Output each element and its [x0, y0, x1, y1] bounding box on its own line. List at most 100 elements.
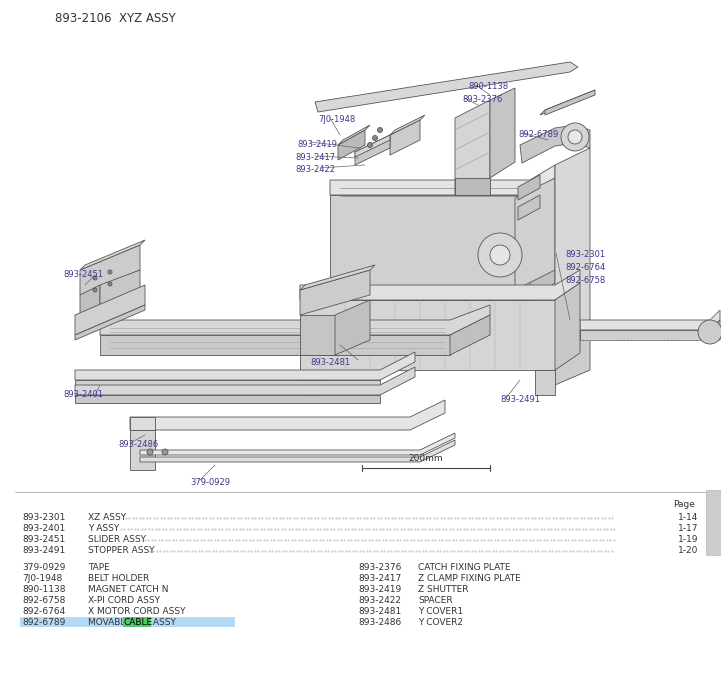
- Text: BELT HOLDER: BELT HOLDER: [88, 574, 149, 583]
- Text: 1-17: 1-17: [678, 524, 698, 533]
- Polygon shape: [520, 125, 590, 163]
- Text: 892-6789: 892-6789: [518, 130, 558, 139]
- Text: 893-2417: 893-2417: [295, 153, 335, 162]
- Text: CATCH FIXING PLATE: CATCH FIXING PLATE: [418, 563, 510, 572]
- Text: Y COVER1: Y COVER1: [418, 607, 463, 616]
- Polygon shape: [580, 330, 710, 340]
- Circle shape: [93, 288, 97, 292]
- Polygon shape: [130, 430, 155, 470]
- Text: 893-2401: 893-2401: [22, 524, 65, 533]
- Circle shape: [108, 270, 112, 274]
- Text: 893-2301: 893-2301: [22, 513, 66, 522]
- Text: TAPE: TAPE: [88, 563, 110, 572]
- Polygon shape: [100, 305, 490, 335]
- Polygon shape: [100, 335, 450, 355]
- Polygon shape: [545, 90, 595, 115]
- Circle shape: [147, 449, 153, 455]
- Text: SLIDER ASSY: SLIDER ASSY: [88, 535, 146, 544]
- Text: CABLE: CABLE: [124, 618, 153, 627]
- Text: 893-2417: 893-2417: [358, 574, 402, 583]
- Text: 893-2376: 893-2376: [358, 563, 402, 572]
- Polygon shape: [80, 240, 145, 270]
- Polygon shape: [338, 125, 370, 145]
- Polygon shape: [710, 320, 720, 340]
- Bar: [123, 617, 151, 627]
- Circle shape: [108, 282, 112, 286]
- Polygon shape: [140, 440, 455, 462]
- Text: 1-14: 1-14: [678, 513, 698, 522]
- Polygon shape: [75, 285, 145, 335]
- Text: 893-2301: 893-2301: [565, 250, 605, 259]
- Polygon shape: [490, 88, 515, 178]
- Text: Page: Page: [673, 500, 695, 509]
- Polygon shape: [300, 270, 370, 315]
- Text: Z CLAMP FIXING PLATE: Z CLAMP FIXING PLATE: [418, 574, 521, 583]
- Text: 893-2422: 893-2422: [295, 165, 335, 174]
- Polygon shape: [555, 283, 580, 370]
- Text: MAGNET CATCH N: MAGNET CATCH N: [88, 585, 169, 594]
- Text: 893-2481: 893-2481: [310, 358, 350, 367]
- Polygon shape: [450, 315, 490, 355]
- Text: STOPPER ASSY: STOPPER ASSY: [88, 546, 154, 555]
- Text: ASSY: ASSY: [150, 618, 176, 627]
- Text: Y ASSY: Y ASSY: [88, 524, 119, 533]
- Polygon shape: [80, 285, 100, 330]
- Polygon shape: [555, 148, 590, 335]
- Circle shape: [478, 233, 522, 277]
- Text: XZ ASSY: XZ ASSY: [88, 513, 126, 522]
- Text: 892-6764: 892-6764: [565, 263, 605, 272]
- Text: 893-2376: 893-2376: [462, 95, 503, 104]
- Polygon shape: [75, 367, 415, 395]
- Text: 893-2491: 893-2491: [22, 546, 65, 555]
- Polygon shape: [335, 300, 370, 355]
- Bar: [20, 617, 235, 627]
- Polygon shape: [455, 100, 490, 195]
- Text: 379-0929: 379-0929: [190, 478, 230, 487]
- Text: 893-2451: 893-2451: [63, 270, 103, 279]
- Circle shape: [698, 320, 721, 344]
- Polygon shape: [130, 417, 155, 430]
- Text: 893-2486: 893-2486: [118, 440, 158, 449]
- Text: 890-1138: 890-1138: [468, 82, 508, 91]
- Polygon shape: [530, 178, 555, 300]
- Text: 893-2419: 893-2419: [297, 140, 337, 149]
- Text: 892-6758: 892-6758: [22, 596, 66, 605]
- Text: X-PI CORD ASSY: X-PI CORD ASSY: [88, 596, 160, 605]
- Text: 7J0-1948: 7J0-1948: [22, 574, 62, 583]
- Text: X MOTOR CORD ASSY: X MOTOR CORD ASSY: [88, 607, 185, 616]
- Circle shape: [561, 123, 589, 151]
- Polygon shape: [300, 270, 580, 300]
- Text: 893-2106  XYZ ASSY: 893-2106 XYZ ASSY: [55, 12, 176, 25]
- Text: 893-2422: 893-2422: [358, 596, 401, 605]
- Text: 1-19: 1-19: [678, 535, 698, 544]
- Circle shape: [93, 276, 97, 280]
- Text: 893-2419: 893-2419: [358, 585, 402, 594]
- Polygon shape: [330, 195, 530, 300]
- Polygon shape: [455, 178, 490, 195]
- Text: 893-2401: 893-2401: [63, 390, 103, 399]
- Text: SPACER: SPACER: [418, 596, 453, 605]
- Polygon shape: [130, 400, 445, 430]
- Polygon shape: [540, 90, 595, 115]
- Text: 892-6789: 892-6789: [22, 618, 66, 627]
- Text: Z SHUTTER: Z SHUTTER: [418, 585, 469, 594]
- Text: 893-2481: 893-2481: [358, 607, 402, 616]
- Text: 200mm: 200mm: [409, 454, 443, 463]
- Text: 893-2491: 893-2491: [500, 395, 540, 404]
- Circle shape: [490, 245, 510, 265]
- Text: 1-20: 1-20: [678, 546, 698, 555]
- Text: 892-6764: 892-6764: [22, 607, 65, 616]
- Polygon shape: [330, 165, 555, 195]
- Polygon shape: [300, 315, 335, 355]
- Circle shape: [368, 142, 373, 148]
- Polygon shape: [555, 320, 590, 385]
- Polygon shape: [140, 433, 455, 455]
- Polygon shape: [75, 352, 415, 380]
- Text: 892-6758: 892-6758: [565, 276, 605, 285]
- Polygon shape: [355, 135, 390, 165]
- Polygon shape: [75, 305, 145, 340]
- Circle shape: [378, 127, 383, 133]
- Polygon shape: [390, 120, 420, 155]
- Polygon shape: [535, 370, 555, 395]
- Polygon shape: [100, 270, 140, 320]
